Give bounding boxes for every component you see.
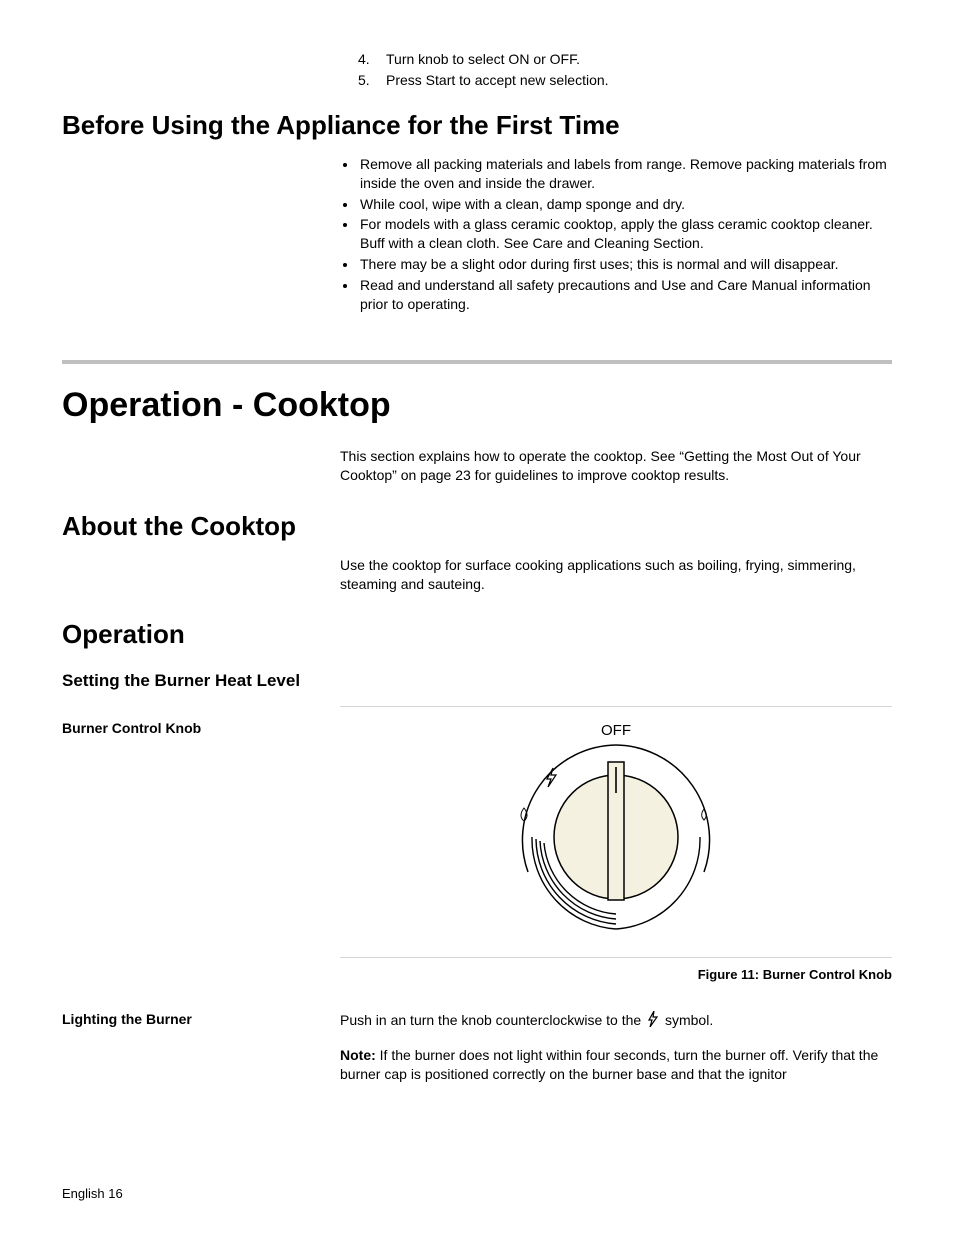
list-item: While cool, wipe with a clean, damp spon… — [358, 195, 892, 214]
chapter-title: Operation - Cooktop — [62, 386, 892, 425]
note-body: If the burner does not light within four… — [340, 1047, 878, 1082]
knob-section: Burner Control Knob OFF — [62, 702, 892, 984]
heading-before-using: Before Using the Appliance for the First… — [62, 110, 892, 141]
lightning-icon — [647, 1011, 659, 1032]
list-item: Remove all packing materials and labels … — [358, 155, 892, 193]
lightning-icon — [547, 768, 556, 787]
knob-off-text: OFF — [601, 722, 631, 739]
list-item: There may be a slight odor during first … — [358, 255, 892, 274]
section-divider — [62, 360, 892, 364]
heading-setting-burner: Setting the Burner Heat Level — [62, 670, 302, 691]
step-text: Turn knob to select ON or OFF. — [386, 50, 580, 69]
note-label: Note: — [340, 1047, 376, 1063]
bullet-list: Remove all packing materials and labels … — [340, 155, 892, 314]
lighting-instruction: Push in an turn the knob counterclockwis… — [340, 1011, 892, 1032]
figure-burner-knob: OFF — [340, 706, 892, 958]
list-item: 5. Press Start to accept new selection. — [358, 71, 892, 90]
lighting-text-pre: Push in an turn the knob counterclockwis… — [340, 1012, 641, 1028]
manual-page: 4. Turn knob to select ON or OFF. 5. Pre… — [0, 0, 954, 1235]
lighting-text-post: symbol. — [665, 1012, 713, 1028]
heading-operation: Operation — [62, 619, 892, 650]
lighting-burner-label: Lighting the Burner — [62, 1011, 340, 1027]
burner-knob-label: Burner Control Knob — [62, 720, 340, 736]
heading-about-cooktop: About the Cooktop — [62, 511, 892, 542]
numbered-steps: 4. Turn knob to select ON or OFF. 5. Pre… — [62, 50, 892, 90]
lighting-note: Note: If the burner does not light withi… — [340, 1046, 892, 1084]
figure-caption: Figure 11: Burner Control Knob — [340, 966, 892, 984]
list-item: For models with a glass ceramic cooktop,… — [358, 215, 892, 253]
about-body: Use the cooktop for surface cooking appl… — [62, 556, 892, 594]
chapter-intro: This section explains how to operate the… — [62, 447, 892, 485]
page-footer: English 16 — [62, 1186, 123, 1201]
lighting-section: Lighting the Burner Push in an turn the … — [62, 1011, 892, 1084]
list-item: 4. Turn knob to select ON or OFF. — [358, 50, 892, 69]
step-number: 5. — [358, 71, 376, 90]
burner-knob-diagram: OFF — [486, 717, 746, 947]
step-number: 4. — [358, 50, 376, 69]
list-item: Read and understand all safety precautio… — [358, 276, 892, 314]
before-using-body: Remove all packing materials and labels … — [62, 155, 892, 314]
step-text: Press Start to accept new selection. — [386, 71, 609, 90]
